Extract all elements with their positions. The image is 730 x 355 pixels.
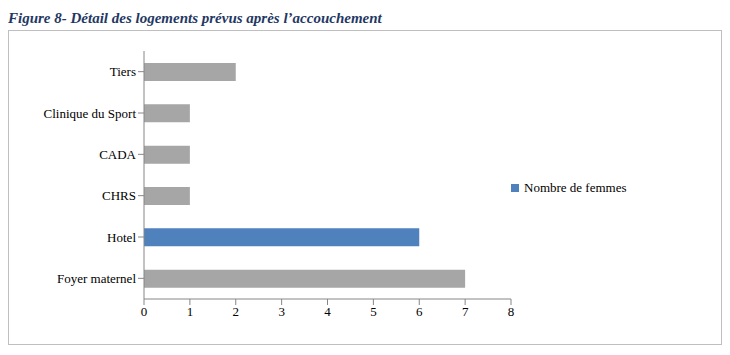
svg-text:Foyer maternel: Foyer maternel	[57, 271, 136, 286]
svg-text:2: 2	[233, 304, 240, 319]
svg-text:5: 5	[370, 304, 377, 319]
svg-text:CADA: CADA	[99, 147, 136, 162]
svg-text:8: 8	[508, 304, 515, 319]
svg-text:3: 3	[278, 304, 285, 319]
svg-text:7: 7	[462, 304, 469, 319]
svg-text:Clinique du Sport: Clinique du Sport	[44, 106, 137, 121]
svg-text:CHRS: CHRS	[102, 188, 136, 203]
svg-text:0: 0	[141, 304, 148, 319]
svg-text:Tiers: Tiers	[110, 64, 136, 79]
svg-text:4: 4	[324, 304, 331, 319]
svg-text:1: 1	[187, 304, 194, 319]
html-text:Nombre de femmes: Nombre de femmes	[524, 179, 627, 195]
svg-text:6: 6	[416, 304, 423, 319]
html-text:Figure 8- Détail des logements: Figure 8- Détail des logements prévus ap…	[8, 10, 382, 26]
svg-text:Hotel: Hotel	[107, 230, 136, 245]
